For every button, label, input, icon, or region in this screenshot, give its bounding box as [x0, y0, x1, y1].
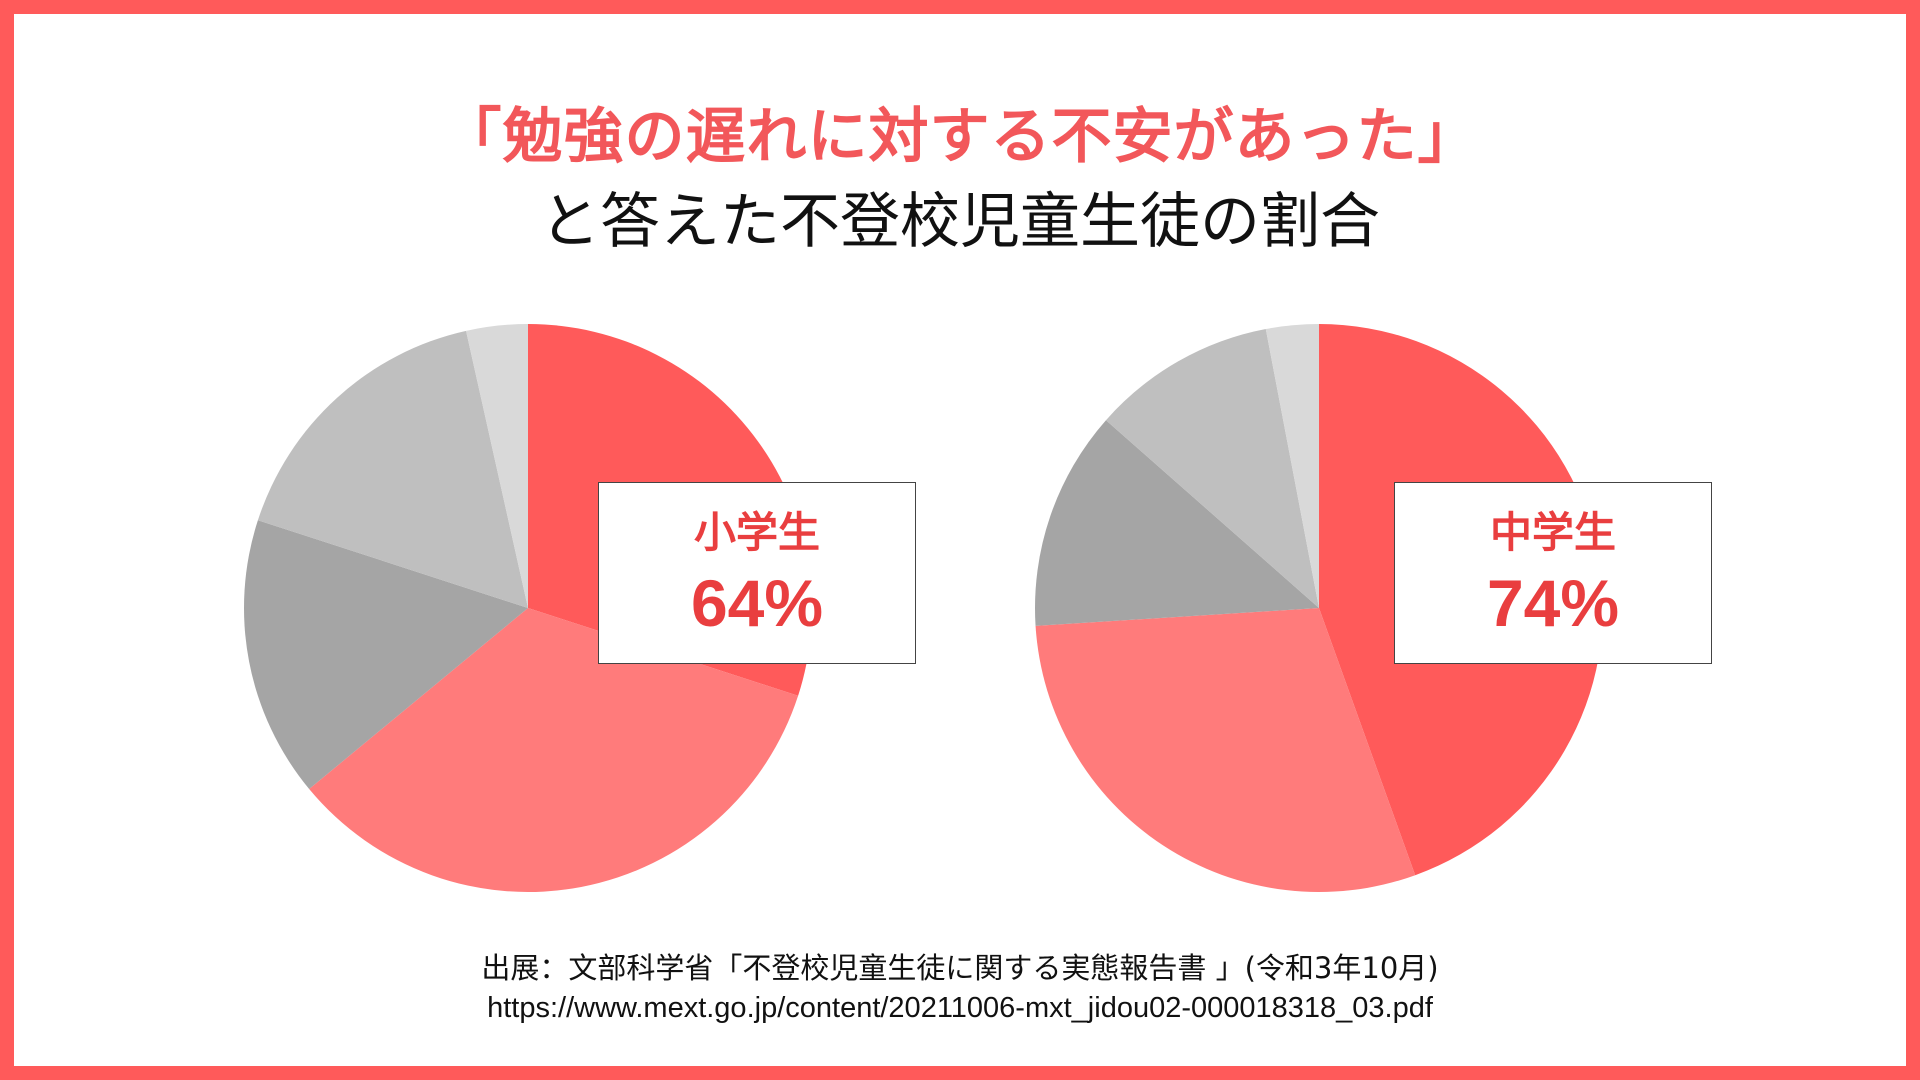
pie-0-slice-4: [466, 324, 528, 608]
pie-label-junior-high: 中学生: [1489, 508, 1616, 557]
pie-label-elementary: 小学生: [693, 508, 820, 557]
source-citation: 出展：文部科学省「不登校児童生徒に関する実態報告書 」(令和3年10月): [481, 951, 1439, 985]
pie-1-slice-3: [1105, 329, 1319, 608]
pie-0-slice-3: [257, 330, 528, 608]
pie-value-junior-high: 74%: [1486, 566, 1620, 640]
pie-value-elementary: 64%: [690, 566, 824, 640]
pie-0-slice-1: [309, 608, 799, 893]
label-box-elementary: 小学生 64%: [598, 482, 916, 664]
pie-chart-junior-high: [1035, 324, 1603, 892]
title-highlight: 「勉強の遅れに対する不安があった」: [441, 102, 1479, 172]
label-box-junior-high: 中学生 74%: [1394, 482, 1712, 664]
pie-1-slice-2: [1035, 420, 1319, 626]
source-url[interactable]: https://www.mext.go.jp/content/20211006-…: [487, 992, 1433, 1024]
pie-0-slice-2: [243, 520, 528, 790]
pie-1-slice-1: [1035, 608, 1416, 892]
pie-1-slice-4: [1265, 324, 1319, 608]
title-main: と答えた不登校児童生徒の割合: [540, 187, 1380, 257]
